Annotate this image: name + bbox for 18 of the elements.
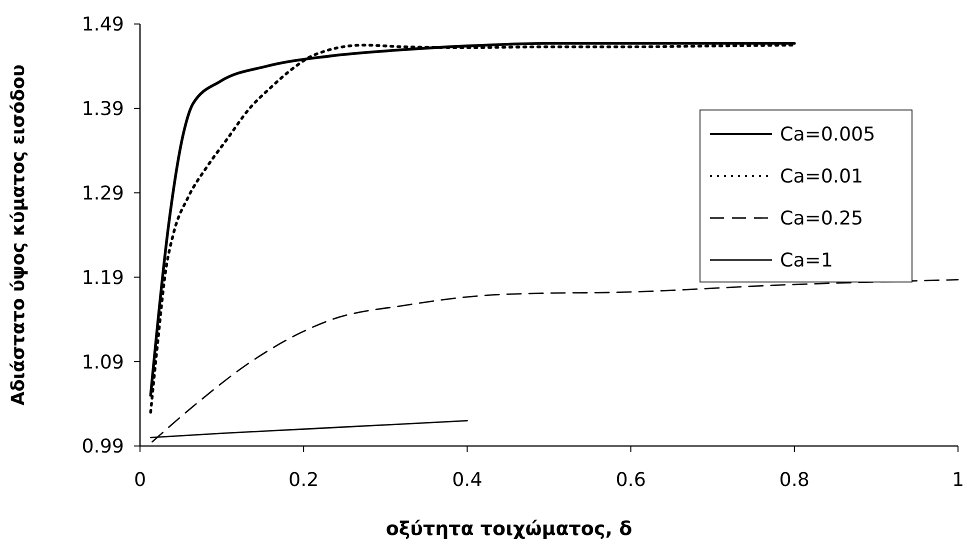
x-tick-label: 0: [134, 469, 146, 491]
y-tick-label: 1.39: [82, 98, 124, 120]
x-axis-title: οξύτητα τοιχώματος, δ: [386, 518, 632, 540]
y-tick-label: 1.49: [82, 14, 124, 36]
y-tick-label: 1.29: [82, 182, 124, 204]
y-tick-label: 1.19: [82, 266, 124, 289]
x-tick-label: 1: [952, 469, 964, 491]
x-tick-label: 0.4: [452, 469, 482, 491]
x-tick-label: 0.2: [288, 469, 319, 491]
legend-label: Ca=1: [780, 250, 833, 272]
y-axis-title: Αδιάστατο ύψος κύματος εισόδου: [8, 64, 29, 406]
y-tick-label: 1.09: [82, 351, 124, 374]
legend-label: Ca=0.005: [780, 124, 876, 146]
y-tick-label: 0.99: [82, 436, 124, 458]
legend-label: Ca=0.01: [780, 166, 864, 188]
x-tick-label: 0.8: [779, 469, 810, 491]
x-tick-label: 0.6: [616, 469, 646, 491]
legend-label: Ca=0.25: [780, 208, 864, 230]
